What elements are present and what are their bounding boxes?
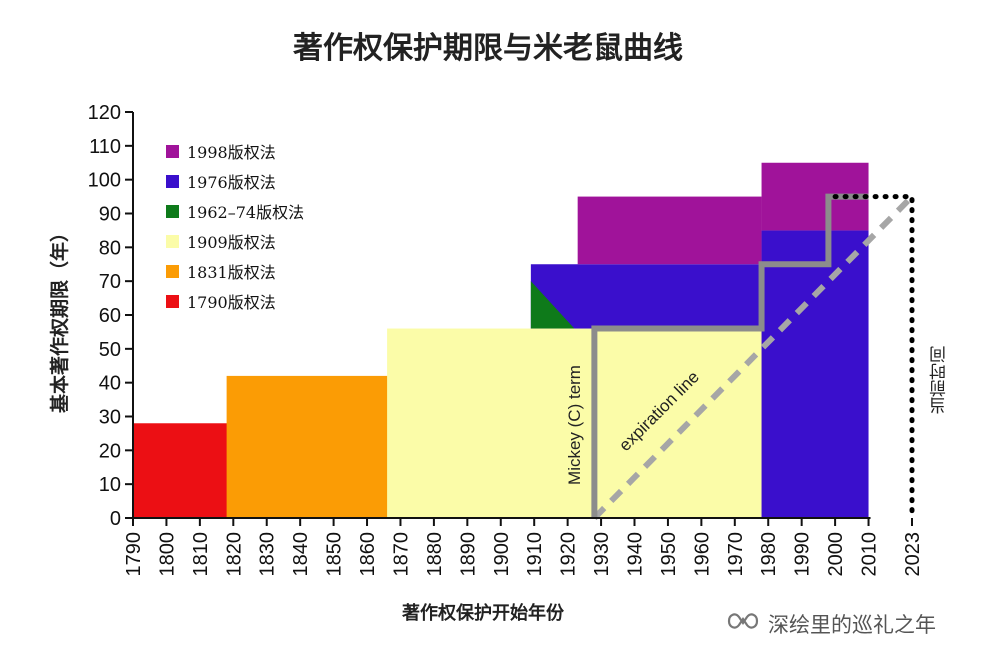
x-tick-label: 1860 bbox=[357, 532, 379, 577]
x-tick-label: 1980 bbox=[758, 532, 780, 577]
legend-label: 1976版权法 bbox=[187, 173, 276, 192]
current-time-annotation: 当前时间 bbox=[930, 345, 951, 414]
y-tick-label: 70 bbox=[99, 271, 121, 293]
x-tick-label: 1960 bbox=[691, 532, 713, 577]
chart-title: 著作权保护期限与米老鼠曲线 bbox=[293, 31, 683, 66]
legend-label: 1962–74版权法 bbox=[187, 203, 304, 222]
y-tick-label: 0 bbox=[110, 508, 121, 530]
region-4 bbox=[530, 264, 762, 329]
region-3 bbox=[530, 281, 575, 329]
wechat-channel-icon bbox=[727, 613, 759, 629]
region-6 bbox=[577, 196, 762, 265]
x-axis-ticks: 1790 1800 1810 1820 1830 1840 1850 1860 1870 1880… bbox=[123, 518, 924, 577]
legend: 1998版权法 1976版权法 1962–74版权法 1909版权法 1831版权法 17… bbox=[166, 143, 304, 312]
x-tick-label: 1810 bbox=[190, 532, 212, 577]
region-2 bbox=[387, 328, 762, 518]
legend-swatch bbox=[166, 205, 179, 218]
x-tick-label: 1830 bbox=[257, 532, 279, 577]
y-tick-label: 50 bbox=[99, 339, 121, 361]
legend-swatch bbox=[166, 175, 179, 188]
legend-label: 1909版权法 bbox=[187, 233, 276, 252]
y-tick-label: 20 bbox=[99, 440, 121, 462]
x-tick-label: 1900 bbox=[491, 532, 513, 577]
region-5 bbox=[761, 230, 869, 518]
y-tick-label: 100 bbox=[88, 170, 121, 192]
x-tick-label: 1800 bbox=[156, 532, 178, 577]
x-tick-label: 1840 bbox=[290, 532, 312, 577]
x-tick-label: 1880 bbox=[424, 532, 446, 577]
x-tick-label: 1970 bbox=[725, 532, 747, 577]
y-tick-label: 40 bbox=[99, 373, 121, 395]
x-tick-label: 1940 bbox=[625, 532, 647, 577]
legend-swatch bbox=[166, 145, 179, 158]
legend-swatch bbox=[166, 235, 179, 248]
x-tick-label: 2010 bbox=[859, 532, 881, 577]
x-tick-label: 1850 bbox=[324, 532, 346, 577]
x-tick-label: 2000 bbox=[825, 532, 847, 577]
legend-label: 1998版权法 bbox=[187, 143, 276, 162]
y-tick-label: 110 bbox=[89, 136, 121, 158]
current-time-dotted-line bbox=[832, 194, 915, 521]
y-axis-ticks: 0 10 20 30 40 50 60 70 80 90 100 110 120 bbox=[88, 102, 133, 530]
legend-swatch bbox=[166, 265, 179, 278]
legend-swatch bbox=[166, 295, 179, 308]
mickey-term-line bbox=[591, 193, 869, 518]
x-tick-label: 2023 bbox=[902, 532, 924, 577]
x-tick-label: 1790 bbox=[123, 532, 145, 577]
x-tick-label: 1890 bbox=[457, 532, 479, 577]
x-tick-label: 1910 bbox=[524, 532, 546, 577]
y-tick-label: 80 bbox=[99, 237, 121, 259]
mickey-term-label: Mickey (C) term bbox=[565, 365, 584, 485]
x-tick-label: 1950 bbox=[658, 532, 680, 577]
data-regions bbox=[133, 162, 869, 518]
x-tick-label: 1930 bbox=[591, 532, 613, 577]
x-tick-label: 1870 bbox=[390, 532, 412, 577]
x-tick-label: 1820 bbox=[223, 532, 245, 577]
x-tick-label: 1920 bbox=[558, 532, 580, 577]
watermark: 深绘里的巡礼之年 bbox=[726, 606, 936, 642]
y-tick-label: 60 bbox=[99, 305, 121, 327]
x-tick-label: 1990 bbox=[792, 532, 814, 577]
y-tick-label: 10 bbox=[99, 474, 121, 496]
y-tick-label: 120 bbox=[88, 102, 121, 124]
expiration-line bbox=[592, 194, 915, 521]
watermark-text: 深绘里的巡礼之年 bbox=[768, 613, 936, 637]
y-tick-label: 30 bbox=[99, 407, 121, 429]
legend-label: 1831版权法 bbox=[187, 263, 276, 282]
x-axis-label: 著作权保护开始年份 bbox=[401, 602, 565, 624]
line-overlays bbox=[591, 193, 915, 521]
legend-label: 1790版权法 bbox=[187, 293, 276, 312]
y-axis-label: 基本著作权期限（年） bbox=[48, 223, 71, 414]
y-tick-label: 90 bbox=[99, 204, 121, 226]
